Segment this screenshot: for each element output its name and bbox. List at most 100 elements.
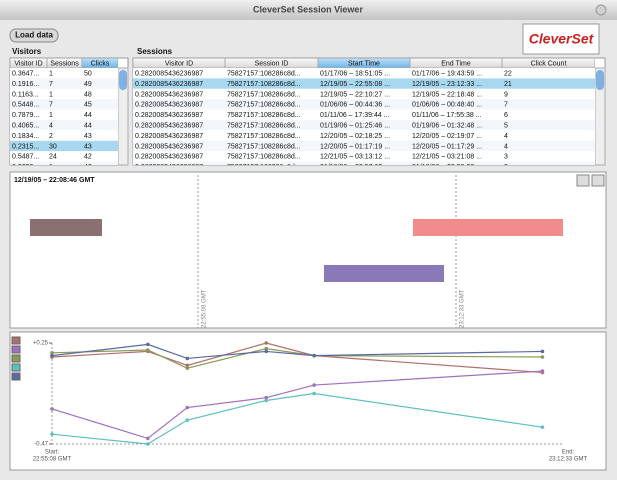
table-cell[interactable]: 45 bbox=[84, 102, 92, 109]
table-row[interactable] bbox=[133, 130, 595, 141]
table-row[interactable] bbox=[133, 140, 595, 152]
table-cell[interactable]: 42 bbox=[84, 164, 92, 171]
table-cell[interactable]: 43 bbox=[84, 133, 92, 140]
table-cell[interactable]: 01/06/06 – 00:44:36 ... bbox=[320, 102, 390, 109]
table-row[interactable] bbox=[10, 78, 118, 89]
table-cell[interactable]: 4 bbox=[504, 133, 508, 140]
table-cell[interactable]: 9 bbox=[504, 91, 508, 98]
column-header-label[interactable]: End Time bbox=[441, 60, 471, 67]
load-button[interactable] bbox=[9, 28, 59, 43]
table-row[interactable] bbox=[10, 109, 118, 120]
table-cell[interactable]: 42 bbox=[84, 154, 92, 161]
table-cell[interactable]: 12/21/05 – 03:21:08 ... bbox=[412, 154, 482, 161]
table-row[interactable] bbox=[133, 99, 595, 110]
table-cell[interactable]: 22 bbox=[504, 71, 512, 78]
table-cell[interactable]: 0.7879... bbox=[12, 112, 39, 119]
table-cell[interactable]: 0.2820085436236987 bbox=[135, 102, 203, 109]
column-header-label[interactable]: Visitor ID bbox=[165, 60, 193, 67]
table-row[interactable] bbox=[10, 130, 118, 141]
table-cell[interactable]: 1 bbox=[49, 91, 53, 98]
table-cell[interactable]: 0.2820085436236987 bbox=[135, 133, 203, 140]
table-cell[interactable]: 75827157:108286c8d... bbox=[227, 71, 301, 78]
table-cell[interactable]: 0.5487... bbox=[12, 154, 39, 161]
table-cell[interactable]: 12/19/05 – 23:12:33 ... bbox=[412, 81, 482, 88]
table-cell[interactable]: 75827157:108286c8d... bbox=[227, 164, 301, 171]
table-cell[interactable]: 01/18/06 – 23:57:09 ... bbox=[320, 164, 390, 171]
table-row[interactable] bbox=[133, 120, 595, 131]
table-cell[interactable]: 12/19/05 – 22:10:27 ... bbox=[320, 91, 390, 98]
legend-swatch[interactable] bbox=[11, 345, 21, 354]
legend-swatch[interactable] bbox=[11, 372, 21, 381]
table-cell[interactable]: 3 bbox=[504, 154, 508, 161]
table-cell[interactable]: 0.2820085436236987 bbox=[135, 91, 203, 98]
table-cell[interactable]: 24 bbox=[49, 154, 57, 161]
table-row[interactable] bbox=[133, 161, 595, 172]
table-cell[interactable]: 12/20/05 – 02:19:07 ... bbox=[412, 133, 482, 140]
table-row[interactable] bbox=[10, 68, 118, 79]
table-cell[interactable]: 0.2820085436236987 bbox=[135, 81, 203, 88]
table-cell[interactable]: 01/19/06 – 01:25:46 ... bbox=[320, 123, 390, 130]
column-header-label[interactable]: Click Count bbox=[531, 60, 567, 67]
table-row[interactable] bbox=[10, 161, 118, 172]
load-button-label[interactable]: Load data bbox=[15, 31, 53, 40]
table-cell[interactable]: 1 bbox=[49, 164, 53, 171]
table-cell[interactable]: 12/20/05 – 01:17:19 ... bbox=[320, 143, 390, 150]
table-cell[interactable]: 50 bbox=[84, 71, 92, 78]
table-cell[interactable]: 01/06/06 – 00:48:40 ... bbox=[412, 102, 482, 109]
column-header-label[interactable]: Start Time bbox=[348, 60, 380, 67]
table-row[interactable] bbox=[133, 88, 595, 100]
table-cell[interactable]: 44 bbox=[84, 112, 92, 119]
window-button[interactable] bbox=[595, 4, 607, 16]
table-cell[interactable]: 01/18/06 – 23:58:28 ... bbox=[412, 164, 482, 171]
table-cell[interactable]: 30 bbox=[49, 143, 57, 150]
table-cell[interactable]: 75827157:108286c8d... bbox=[227, 91, 301, 98]
table-cell[interactable]: 75827157:108286c8d... bbox=[227, 81, 301, 88]
zoom-button[interactable] bbox=[591, 174, 605, 187]
legend-swatch[interactable] bbox=[11, 336, 21, 345]
table-cell[interactable]: 6 bbox=[504, 112, 508, 119]
column-header-label[interactable]: Visitor ID bbox=[14, 60, 42, 67]
table-cell[interactable]: 0.2315... bbox=[12, 143, 39, 150]
table-cell[interactable]: 01/17/06 – 19:43:59 ... bbox=[412, 71, 482, 78]
table-cell[interactable]: 0.1834... bbox=[12, 133, 39, 140]
table-cell[interactable]: 43 bbox=[84, 143, 92, 150]
table-cell[interactable]: 01/17/06 – 18:51:05 ... bbox=[320, 71, 390, 78]
table-cell[interactable]: 12/21/05 – 03:13:12 ... bbox=[320, 154, 390, 161]
table-cell[interactable]: 75827157:108286c8d... bbox=[227, 123, 301, 130]
table-row[interactable] bbox=[133, 78, 595, 89]
table-cell[interactable]: 12/19/05 – 22:18:48 ... bbox=[412, 91, 482, 98]
table-cell[interactable]: 5 bbox=[504, 123, 508, 130]
table-cell[interactable]: 75827157:108286c8d... bbox=[227, 154, 301, 161]
table-row[interactable] bbox=[10, 140, 118, 152]
table-cell[interactable]: 0.2820085436236987 bbox=[135, 154, 203, 161]
table-cell[interactable]: 0.2820085436236987 bbox=[135, 123, 203, 130]
table-cell[interactable]: 75827157:108286c8d... bbox=[227, 102, 301, 109]
table-row[interactable] bbox=[133, 109, 595, 120]
table-cell[interactable]: 75827157:108286c8d... bbox=[227, 133, 301, 140]
table-row[interactable] bbox=[10, 88, 118, 100]
table-cell[interactable]: 2 bbox=[49, 133, 53, 140]
table-cell[interactable]: 7 bbox=[504, 102, 508, 109]
table-cell[interactable]: 21 bbox=[504, 81, 512, 88]
table-row[interactable] bbox=[10, 151, 118, 162]
table-cell[interactable]: 01/11/06 – 17:55:38 ... bbox=[412, 112, 482, 119]
table-cell[interactable]: 12/19/05 – 22:55:08 ... bbox=[320, 81, 390, 88]
table-cell[interactable]: 0.3647... bbox=[12, 71, 39, 78]
table-cell[interactable]: 1 bbox=[49, 112, 53, 119]
column-header-label[interactable]: Clicks bbox=[91, 60, 110, 67]
table-cell[interactable]: 49 bbox=[84, 81, 92, 88]
table-cell[interactable]: 7 bbox=[49, 102, 53, 109]
session-bar[interactable] bbox=[324, 265, 444, 282]
table-cell[interactable]: 0.3252... bbox=[12, 164, 39, 171]
table-cell[interactable]: 01/11/06 – 17:39:44 ... bbox=[320, 112, 390, 119]
table-cell[interactable]: 1 bbox=[49, 71, 53, 78]
scroll-thumb[interactable] bbox=[596, 70, 604, 90]
table-cell[interactable]: 0.2820085436236987 bbox=[135, 71, 203, 78]
table-cell[interactable]: 75827157:108286c8d... bbox=[227, 143, 301, 150]
table-cell[interactable]: 0.2820085436236987 bbox=[135, 143, 203, 150]
table-cell[interactable]: 4 bbox=[504, 143, 508, 150]
table-row[interactable] bbox=[133, 68, 595, 79]
table-cell[interactable]: 0.2820085436236987 bbox=[135, 164, 203, 171]
table-cell[interactable]: 0.1163... bbox=[12, 91, 39, 98]
table-cell[interactable]: 01/19/06 – 01:32:48 ... bbox=[412, 123, 482, 130]
